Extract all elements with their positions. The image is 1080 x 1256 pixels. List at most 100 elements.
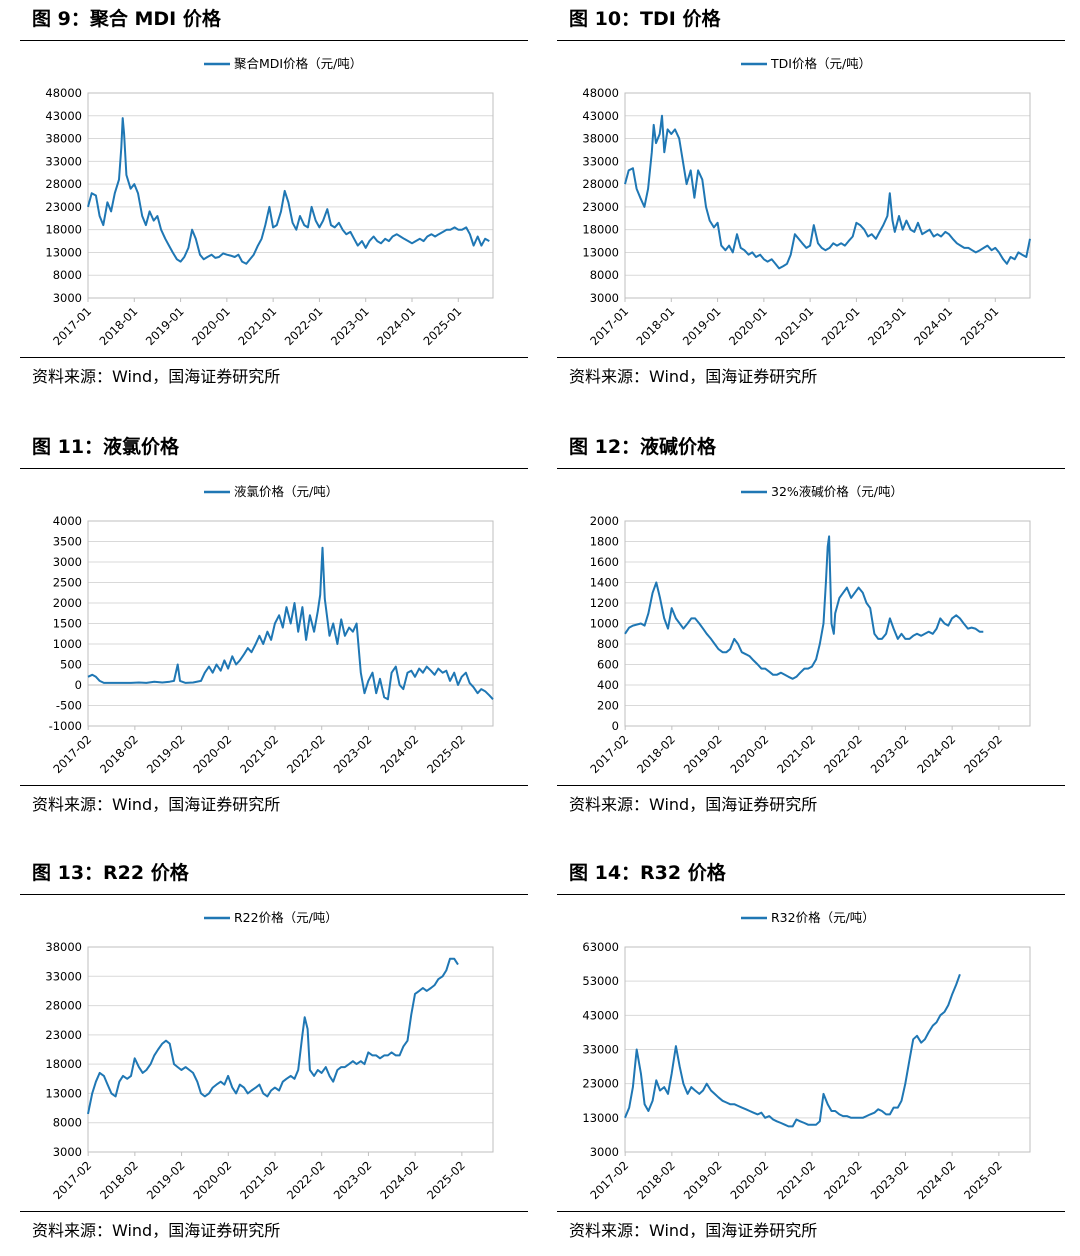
x-tick-label: 2022-01 [819,304,863,348]
figure-10-panel: 图 10：TDI 价格 3000 8000 13000 18000 23000 28000… [557,2,1065,402]
x-tick-label: 2017-02 [50,1158,94,1202]
series-line [624,114,1031,270]
x-tick-label: 2022-02 [284,732,328,776]
x-tick-label: 2023-01 [328,304,372,348]
figure-title: 图 12：液碱价格 [569,436,717,458]
y-tick-label: 23000 [45,1028,82,1042]
x-tick-label: 2018-02 [634,1158,678,1202]
y-tick-label: 23000 [582,200,619,214]
series-line [87,546,494,701]
y-tick-label: 0 [75,678,82,692]
y-tick-label: 3000 [590,1145,619,1159]
y-tick-label: 13000 [45,245,82,259]
x-tick-label: 2021-02 [774,732,818,776]
x-tick-label: 2022-02 [284,1158,328,1202]
y-tick-label: 38000 [45,132,82,146]
x-tick-label: 2023-02 [868,732,912,776]
y-tick-label: 4000 [53,514,82,528]
x-tick-label: 2019-02 [681,732,725,776]
y-tick-label: 18000 [582,223,619,237]
figure-title: 图 10：TDI 价格 [569,8,721,30]
x-tick-label: 2017-02 [587,1158,631,1202]
y-tick-label: 48000 [45,86,82,100]
y-tick-label: 1000 [590,617,619,631]
x-tick-label: 2024-02 [377,732,421,776]
x-tick-label: 2024-02 [377,1158,421,1202]
source-divider [20,357,528,358]
x-tick-label: 2017-02 [50,732,94,776]
x-tick-label: 2020-02 [191,732,235,776]
x-tick-label: 2021-01 [772,304,816,348]
x-tick-label: 2024-01 [374,304,418,348]
x-tick-label: 2022-02 [821,732,865,776]
y-tick-label: 13000 [45,1086,82,1100]
tdi-price-chart: 3000 8000 13000 18000 23000 28000 33000 38000 43… [582,56,1031,348]
y-tick-label: 1000 [53,637,82,651]
y-tick-label: 2000 [590,514,619,528]
x-tick-label: 2019-02 [144,1158,188,1202]
y-tick-label: 8000 [53,1116,82,1130]
y-tick-label: 43000 [45,109,82,123]
x-tick-label: 2021-02 [237,1158,281,1202]
x-tick-label: 2021-01 [235,304,279,348]
x-tick-label: 2018-02 [634,732,678,776]
plot-area-border [87,946,494,1153]
y-tick-label: 600 [597,658,619,672]
y-tick-label: 3500 [53,535,82,549]
source-note: 资料来源：Wind，国海证券研究所 [569,795,818,814]
figure-12-panel: 图 12：液碱价格 0 200 400 600 800 1000 1200 1400 1600 1… [557,430,1065,830]
source-divider [20,785,528,786]
source-divider [557,785,1065,786]
y-tick-label: 53000 [582,974,619,988]
series-line [87,117,490,265]
plot-area-border [624,520,1031,727]
x-tick-label: 2025-01 [421,304,465,348]
r22-price-chart: 3000 8000 13000 18000 23000 28000 33000 38000 20… [45,910,494,1202]
source-note: 资料来源：Wind，国海证券研究所 [32,1221,281,1240]
y-tick-label: 13000 [582,245,619,259]
y-tick-label: 500 [60,658,82,672]
y-tick-label: 18000 [45,223,82,237]
source-note: 资料来源：Wind，国海证券研究所 [32,367,281,386]
figure-14-panel: 图 14：R32 价格 3000 13000 23000 33000 43000 5300… [557,856,1065,1256]
y-tick-label: 48000 [582,86,619,100]
figure-title: 图 14：R32 价格 [569,862,726,884]
source-divider [557,1211,1065,1212]
source-divider [20,1211,528,1212]
x-tick-label: 2020-01 [189,304,233,348]
liquid-chlorine-price-chart: -1000 -500 0 500 1000 1500 2000 2500 3000 3500 400… [49,484,494,776]
y-tick-label: 43000 [582,1008,619,1022]
x-tick-label: 2023-02 [331,732,375,776]
x-tick-label: 2018-01 [97,304,141,348]
figure-title: 图 9：聚合 MDI 价格 [32,8,221,30]
y-tick-label: 23000 [45,200,82,214]
y-tick-label: 33000 [582,1043,619,1057]
plot-area-border [624,946,1031,1153]
x-tick-label: 2018-02 [97,732,141,776]
y-tick-label: 33000 [582,154,619,168]
y-tick-label: 63000 [582,940,619,954]
y-tick-label: 8000 [590,268,619,282]
y-tick-label: 1600 [590,555,619,569]
figure-title: 图 11：液氯价格 [32,436,180,458]
x-tick-label: 2020-01 [726,304,770,348]
x-tick-label: 2025-02 [424,1158,468,1202]
x-tick-label: 2023-01 [865,304,909,348]
x-tick-label: 2020-02 [191,1158,235,1202]
x-tick-label: 2022-02 [821,1158,865,1202]
figure-9-panel: 图 9：聚合 MDI 价格 3000 8000 13000 18000 23000 280… [20,2,528,402]
title-divider [20,468,528,469]
plot-area-border [624,92,1031,299]
figure-13-panel: 图 13：R22 价格 3000 8000 13000 18000 23000 28000… [20,856,528,1256]
title-divider [557,894,1065,895]
legend-label: 聚合MDI价格（元/吨） [234,56,362,71]
y-tick-label: 3000 [53,1145,82,1159]
x-tick-label: 2017-02 [587,732,631,776]
x-tick-label: 2019-02 [681,1158,725,1202]
y-tick-label: -500 [56,699,82,713]
y-tick-label: 38000 [45,940,82,954]
y-tick-label: 28000 [45,999,82,1013]
title-divider [20,894,528,895]
y-tick-label: 18000 [45,1057,82,1071]
y-tick-label: 1500 [53,617,82,631]
